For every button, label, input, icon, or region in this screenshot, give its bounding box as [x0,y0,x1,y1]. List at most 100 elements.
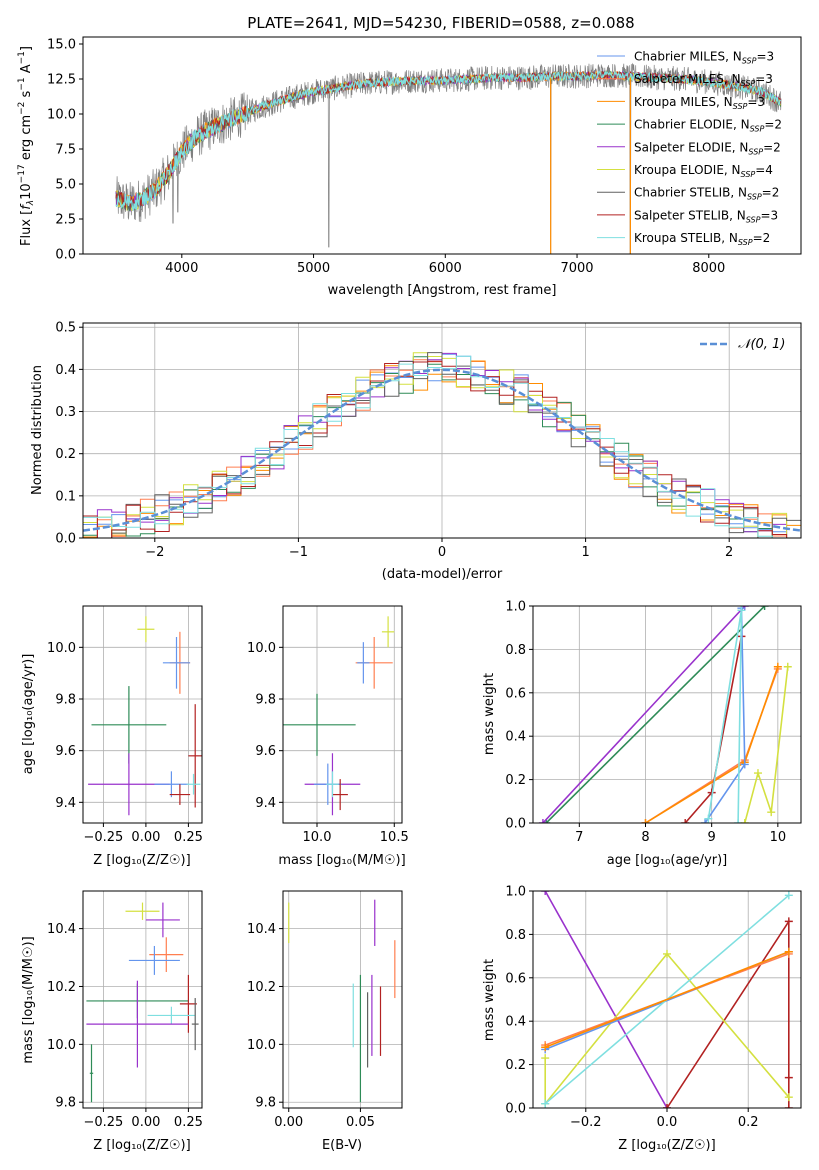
x-tick-label: 0.2 [738,1115,759,1130]
y-tick-label: 0.8 [505,643,526,658]
age-vs-Z-ylabel: age [log₁₀(age/yr)] [21,654,36,775]
weight-line [542,606,746,823]
y-tick-label: 9.4 [55,796,76,811]
residuals-xlabel: (data-model)/error [382,567,503,582]
y-tick-label: 0.0 [55,248,76,263]
y-tick-label: 10.2 [47,980,76,995]
x-tick-label: 0.0 [657,1115,678,1130]
y-tick-label: 10.4 [247,922,276,937]
y-tick-label: 9.8 [255,693,276,708]
weight-marker [541,1043,550,1052]
y-tick-label: 0.4 [505,1015,526,1030]
age-vs-Z-xlabel: Z [log₁₀(Z/Z☉)] [93,853,190,868]
weight-marker [681,819,690,823]
x-tick-label: 0.05 [346,1115,375,1130]
age-vs-mass-xlabel: mass [log₁₀(M/M☉)] [278,853,405,868]
y-tick-label: 0.4 [505,730,526,745]
y-tick-label: 0.0 [55,532,76,547]
spectrum-ylabel: Flux [fλ10−17 erg cm−2 s−1 A−1] [17,46,36,246]
weight-marker [784,1104,793,1108]
y-tick-label: 9.6 [55,744,76,759]
x-tick-label: 6000 [429,261,462,276]
plot-area [115,62,782,254]
x-tick-label: 0.00 [131,1115,160,1130]
x-tick-label: 0 [438,545,446,560]
y-tick-label: 0.1 [55,489,76,504]
spectrum-legend: Chabrier MILES, NSSP=3 Salpeter MILES, NS… [597,50,782,247]
y-tick-label: 10.0 [47,108,76,123]
weight-marker [773,662,782,671]
x-tick-label: 10.5 [380,830,409,845]
y-tick-label: 0.2 [55,447,76,462]
y-tick-label: 0.6 [505,971,526,986]
x-tick-label: 8 [641,830,649,845]
y-tick-label: 10.0 [47,1038,76,1053]
legend-label: Salpeter MILES, NSSP=3 [634,72,773,88]
plot-area [288,899,396,1103]
weight-vs-Z-ylabel: mass weight [482,959,497,1041]
y-tick-label: 0.5 [55,321,76,336]
weight-marker [784,1093,793,1102]
mass-vs-Z-ylabel: mass [log₁₀(M/M☉)] [21,936,36,1063]
legend-label: Kroupa STELIB, NSSP=2 [634,231,770,247]
y-tick-label: 10.4 [47,922,76,937]
weight-marker [740,819,749,823]
weight-marker [783,662,792,671]
weight-line [545,606,766,823]
y-tick-label: 9.8 [55,1096,76,1111]
weight-marker [784,917,793,926]
residual-histogram [83,355,801,538]
weight-marker [767,808,776,817]
plot-area [541,891,793,1108]
x-tick-label: 0.25 [174,830,203,845]
x-tick-label: 0.00 [131,830,160,845]
age-vs-Z-panel: −0.25 0.00 0.25 9.4 9.6 9.8 10.0 Z [log₁₀(Z/Z☉… [21,605,203,868]
figure-title: PLATE=2641, MJD=54230, FIBERID=0588, z=0… [247,14,634,32]
weight-vs-Z-panel: −0.2 0.0 0.2 0.0 0.2 0.4 0.6 0.8 1.0 Z [log₁₀(Z/… [482,885,802,1153]
y-tick-label: 9.8 [255,1096,276,1111]
y-tick-label: 15.0 [47,38,76,53]
x-tick-label: 8000 [692,261,725,276]
x-tick-label: −2 [145,545,164,560]
normal-legend-label: 𝒩(0, 1) [738,337,785,352]
plot-area [83,352,801,538]
plot-area [283,616,395,816]
x-tick-label: 0.00 [274,1115,303,1130]
spectrum-panel: 4000 5000 6000 7000 8000 0.0 2.5 5.0 7.5 10.0 12.5… [17,36,802,298]
weight-marker [541,1099,550,1108]
mass-vs-ebv-xlabel: E(B-V) [322,1138,362,1153]
y-tick-label: 0.4 [55,363,76,378]
y-tick-label: 10.0 [47,641,76,656]
weight-marker [753,769,762,778]
x-tick-label: 7000 [560,261,593,276]
y-tick-label: 0.0 [505,817,526,832]
weight-marker [737,606,746,615]
weight-marker [784,947,793,956]
weight-marker [541,1054,550,1063]
x-tick-label: 9 [708,830,716,845]
y-tick-label: 9.6 [255,744,276,759]
weight-marker [663,1104,671,1108]
y-tick-label: 0.3 [55,405,76,420]
legend-label: Chabrier ELODIE, NSSP=2 [634,118,782,134]
y-tick-label: 0.2 [505,773,526,788]
x-tick-label: −1 [289,545,308,560]
y-tick-label: 12.5 [47,73,76,88]
y-tick-label: 1.0 [505,885,526,900]
weight-marker [760,606,769,610]
x-tick-label: 10.0 [303,830,332,845]
y-tick-label: 10.2 [247,980,276,995]
y-tick-label: 0.0 [505,1102,526,1117]
y-tick-label: 5.0 [55,178,76,193]
legend-label: Salpeter STELIB, NSSP=3 [634,208,778,224]
weight-line [666,918,790,1108]
x-tick-label: 5000 [297,261,330,276]
legend-label: Chabrier STELIB, NSSP=2 [634,186,779,202]
weight-marker [784,1073,793,1082]
weight-line [544,952,790,1106]
x-tick-label: 10 [770,830,787,845]
y-tick-label: 9.8 [55,693,76,708]
normal-curve [83,368,801,532]
y-tick-label: 0.2 [505,1058,526,1073]
